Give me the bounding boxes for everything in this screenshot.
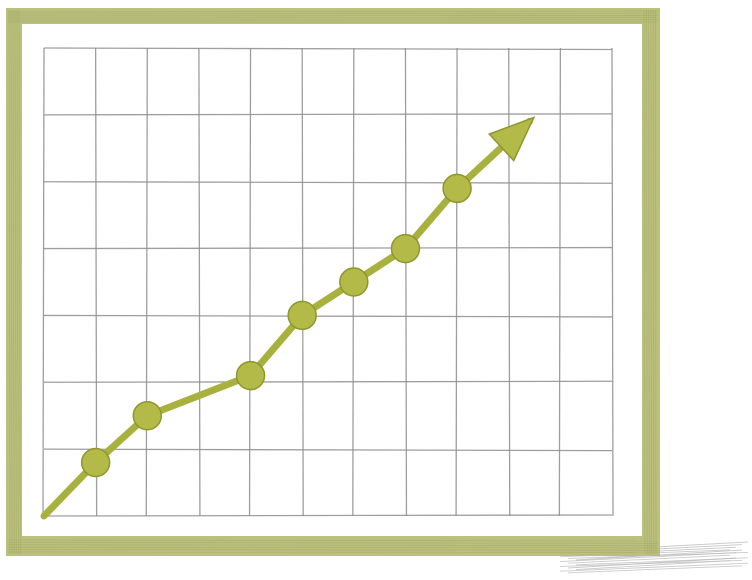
data-point bbox=[235, 360, 266, 391]
grid-line-vertical bbox=[455, 47, 458, 517]
shadow-stroke bbox=[567, 557, 737, 569]
frame-stroke bbox=[652, 9, 655, 555]
data-point bbox=[339, 267, 369, 297]
shadow-stroke bbox=[567, 565, 743, 574]
grid-line-vertical bbox=[301, 47, 304, 517]
shadow-stroke bbox=[567, 554, 731, 564]
grid-line-horizontal bbox=[43, 448, 613, 452]
frame-stroke bbox=[655, 9, 657, 555]
frame-stroke bbox=[650, 9, 652, 555]
grid-line-vertical bbox=[198, 47, 201, 517]
data-point bbox=[287, 300, 317, 331]
data-point bbox=[442, 173, 472, 204]
grid-line-horizontal bbox=[43, 113, 613, 116]
frame-stroke bbox=[7, 551, 659, 553]
chart-grid bbox=[42, 47, 614, 517]
frame-stroke bbox=[8, 9, 11, 555]
grid-line-horizontal bbox=[43, 181, 613, 184]
frame-stroke bbox=[7, 539, 659, 542]
frame-stroke bbox=[643, 9, 646, 555]
grid-line-vertical bbox=[145, 47, 148, 517]
frame-stroke bbox=[14, 9, 17, 555]
frame-stroke bbox=[7, 12, 659, 15]
frame-stroke bbox=[645, 9, 648, 555]
frame-stroke bbox=[16, 9, 19, 555]
frame-stroke bbox=[12, 9, 15, 555]
grid-line-horizontal bbox=[43, 246, 613, 250]
frame-texture bbox=[7, 9, 659, 555]
grid-line-vertical bbox=[558, 47, 562, 517]
grid-line-vertical bbox=[94, 47, 98, 517]
grid-line-vertical bbox=[611, 47, 614, 517]
frame-stroke bbox=[18, 9, 21, 555]
grid-line-horizontal bbox=[43, 314, 613, 318]
series-arrowhead bbox=[487, 116, 536, 162]
grid-line-vertical bbox=[404, 47, 408, 517]
shadow-stroke bbox=[575, 560, 731, 571]
frame-stroke bbox=[7, 10, 659, 13]
grid-line-vertical bbox=[248, 47, 252, 517]
grid-line-horizontal bbox=[43, 380, 613, 383]
grid-line-horizontal bbox=[43, 514, 613, 517]
frame-stroke bbox=[7, 542, 659, 544]
grid-line-vertical bbox=[42, 47, 45, 517]
data-point bbox=[132, 400, 163, 431]
frame-stroke bbox=[7, 544, 659, 546]
shadow-stroke bbox=[559, 552, 737, 563]
chart-paper bbox=[22, 24, 642, 536]
marker-group bbox=[80, 173, 472, 478]
frame-stroke bbox=[10, 9, 13, 555]
data-point bbox=[390, 233, 421, 264]
frame-stroke bbox=[7, 549, 659, 551]
frame-stroke bbox=[7, 546, 659, 549]
frame-stroke bbox=[648, 9, 650, 555]
grid-line-horizontal bbox=[43, 47, 613, 51]
data-point bbox=[80, 447, 111, 478]
frame-stroke bbox=[7, 14, 659, 17]
shadow-stroke bbox=[559, 562, 749, 572]
